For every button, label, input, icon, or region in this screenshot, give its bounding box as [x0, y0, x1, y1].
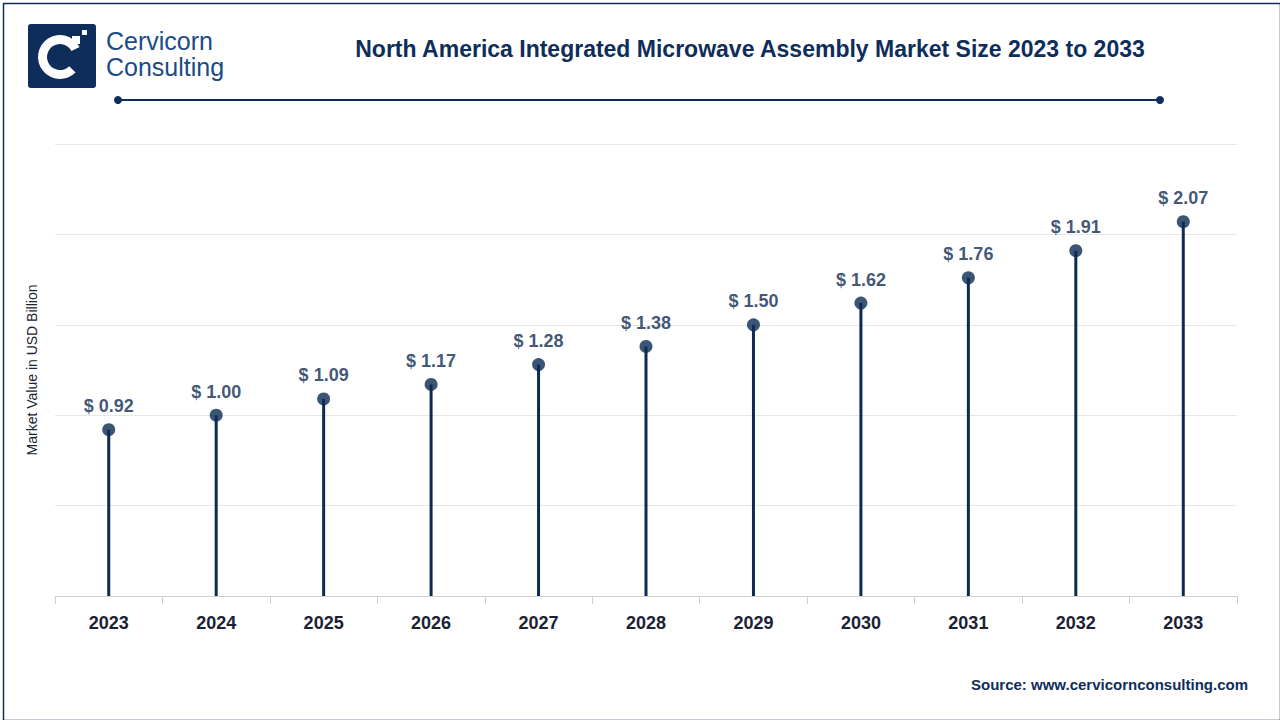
svg-text:$ 1.76: $ 1.76 — [943, 244, 993, 264]
svg-text:2033: 2033 — [1163, 613, 1203, 633]
svg-text:$ 1.17: $ 1.17 — [406, 351, 456, 371]
svg-text:$ 1.38: $ 1.38 — [621, 313, 671, 333]
svg-text:Cervicorn: Cervicorn — [106, 27, 213, 55]
svg-text:2027: 2027 — [519, 613, 559, 633]
svg-text:2029: 2029 — [733, 613, 773, 633]
svg-text:Source: www.cervicornconsultin: Source: www.cervicornconsulting.com — [971, 676, 1248, 693]
svg-text:2025: 2025 — [304, 613, 344, 633]
svg-text:2028: 2028 — [626, 613, 666, 633]
svg-text:$ 1.00: $ 1.00 — [191, 382, 241, 402]
svg-text:Consulting: Consulting — [106, 53, 224, 81]
svg-text:2023: 2023 — [89, 613, 129, 633]
svg-text:2024: 2024 — [196, 613, 236, 633]
svg-text:$ 2.07: $ 2.07 — [1158, 188, 1208, 208]
svg-text:$ 1.91: $ 1.91 — [1051, 217, 1101, 237]
svg-text:North America Integrated Micro: North America Integrated Microwave Assem… — [355, 36, 1145, 62]
svg-text:$ 1.62: $ 1.62 — [836, 270, 886, 290]
svg-text:2031: 2031 — [948, 613, 988, 633]
svg-text:2030: 2030 — [841, 613, 881, 633]
svg-text:$ 1.28: $ 1.28 — [514, 331, 564, 351]
svg-text:2032: 2032 — [1056, 613, 1096, 633]
svg-text:$ 0.92: $ 0.92 — [84, 396, 134, 416]
svg-text:Market Value in USD Billion: Market Value in USD Billion — [24, 285, 40, 456]
svg-text:$ 1.09: $ 1.09 — [299, 365, 349, 385]
svg-text:2026: 2026 — [411, 613, 451, 633]
svg-text:$ 1.50: $ 1.50 — [728, 291, 778, 311]
